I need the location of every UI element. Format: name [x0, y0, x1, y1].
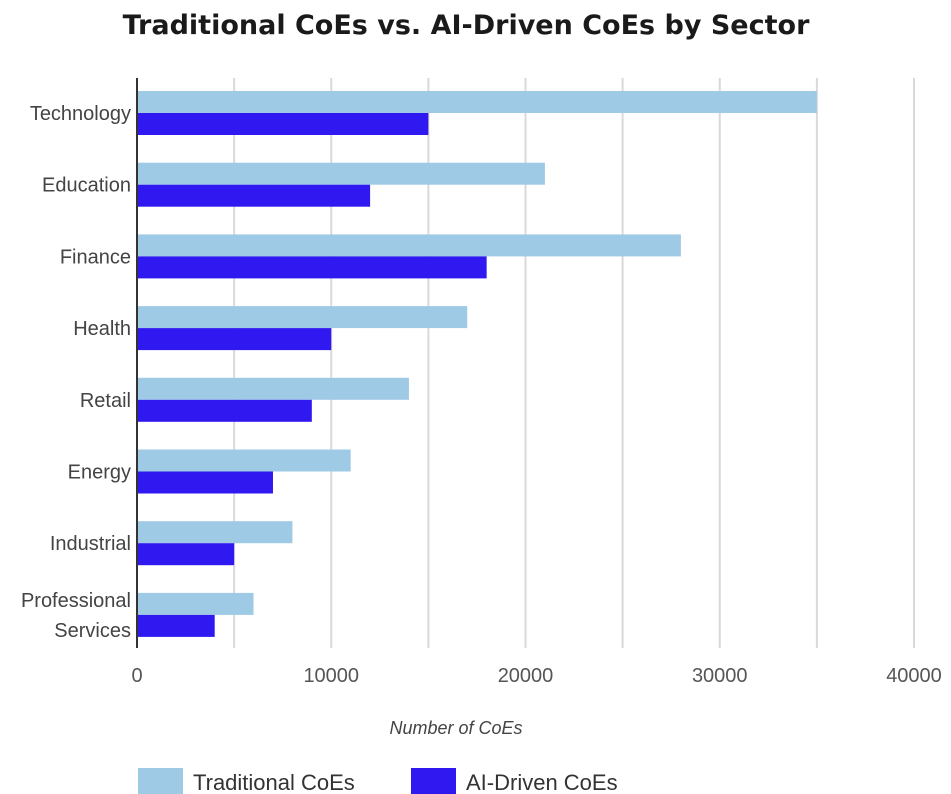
x-tick-label: 20000	[498, 665, 554, 687]
bars	[137, 91, 817, 637]
bar-traditional	[137, 521, 293, 544]
bar-ai-driven	[137, 328, 332, 351]
bar-ai-driven	[137, 113, 429, 135]
bar-traditional	[137, 377, 409, 400]
bar-traditional	[137, 234, 681, 257]
legend: Traditional CoEs AI-Driven CoEs	[138, 768, 618, 794]
category-label: Energy	[68, 462, 131, 484]
legend-label: Traditional CoEs	[193, 770, 355, 794]
bar-ai-driven	[137, 543, 235, 566]
x-tick-label: 0	[131, 665, 142, 687]
bar-ai-driven	[137, 471, 273, 494]
x-tick-label: 10000	[303, 665, 359, 687]
category-label: Retail	[80, 390, 131, 412]
legend-label: AI-Driven CoEs	[466, 770, 618, 794]
category-label: Health	[73, 318, 131, 340]
bar-ai-driven	[137, 614, 215, 637]
bar-ai-driven	[137, 399, 312, 422]
category-labels: Technology Education Finance Health Retail En…	[21, 103, 131, 642]
category-label: Finance	[60, 246, 131, 268]
bar-traditional	[137, 592, 254, 615]
bar-ai-driven	[137, 184, 371, 207]
category-label: Industrial	[50, 533, 131, 555]
x-tick-label: 30000	[692, 665, 748, 687]
x-tick-labels: 0 10000 20000 30000 40000	[131, 665, 941, 687]
legend-swatch	[138, 768, 183, 794]
category-label: Services	[54, 620, 131, 642]
x-tick-label: 40000	[886, 665, 942, 687]
bar-traditional	[137, 162, 545, 185]
chart-title: Traditional CoEs vs. AI-Driven CoEs by S…	[123, 10, 810, 41]
category-label: Education	[42, 175, 131, 197]
bar-traditional	[137, 449, 351, 472]
bar-traditional	[137, 91, 817, 113]
x-axis-title: Number of CoEs	[389, 718, 522, 738]
legend-swatch	[411, 768, 456, 794]
category-label: Professional	[21, 590, 131, 612]
category-label: Technology	[30, 103, 131, 125]
bar-ai-driven	[137, 256, 487, 279]
bar-traditional	[137, 306, 468, 329]
